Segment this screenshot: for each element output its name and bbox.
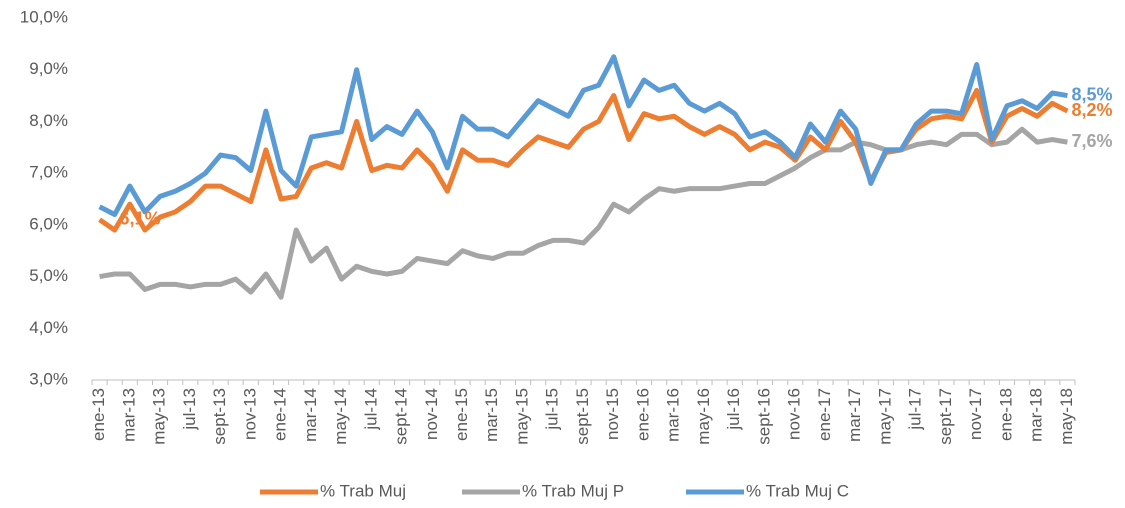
- y-tick-label: 9,0%: [29, 59, 68, 78]
- x-tick-label: sept-15: [573, 388, 592, 445]
- x-tick-label: mar-18: [1027, 388, 1046, 442]
- y-tick-label: 10,0%: [20, 7, 68, 26]
- x-tick-label: ene-14: [271, 388, 290, 441]
- x-tick-label: ene-16: [633, 388, 652, 441]
- x-tick-label: sept-17: [936, 388, 955, 445]
- x-tick-label: jul-13: [180, 388, 199, 431]
- x-tick-label: ene-18: [996, 388, 1015, 441]
- data-label: 8,5%: [1071, 84, 1112, 104]
- x-tick-label: nov-16: [785, 388, 804, 440]
- x-tick-label: may-15: [512, 388, 531, 445]
- series-line: [99, 126, 1068, 300]
- y-tick-label: 7,0%: [29, 163, 68, 182]
- data-label: 8,2%: [1071, 100, 1112, 120]
- legend-label: % Trab Muj C: [746, 481, 849, 500]
- y-tick-label: 8,0%: [29, 111, 68, 130]
- x-tick-label: jul-17: [906, 388, 925, 431]
- x-tick-label: jul-14: [361, 388, 380, 431]
- x-tick-label: ene-15: [452, 388, 471, 441]
- x-tick-label: mar-17: [845, 388, 864, 442]
- x-tick-label: may-18: [1057, 388, 1076, 445]
- x-tick-label: jul-15: [543, 388, 562, 431]
- y-tick-label: 4,0%: [29, 318, 68, 337]
- legend-label: % Trab Muj P: [522, 481, 624, 500]
- x-tick-label: may-17: [875, 388, 894, 445]
- data-label: 7,6%: [1071, 131, 1112, 151]
- data-label: 6,1%: [120, 208, 161, 228]
- x-tick-label: may-14: [331, 388, 350, 445]
- x-tick-label: ene-17: [815, 388, 834, 441]
- series-line: [98, 87, 1069, 233]
- x-tick-label: nov-15: [603, 388, 622, 440]
- x-tick-label: mar-14: [301, 388, 320, 442]
- x-tick-label: sept-16: [754, 388, 773, 445]
- series-line: [98, 54, 1068, 218]
- y-tick-label: 3,0%: [29, 369, 68, 388]
- x-tick-label: sept-14: [392, 388, 411, 445]
- x-tick-label: nov-14: [422, 388, 441, 440]
- x-tick-label: mar-13: [119, 388, 138, 442]
- x-tick-label: mar-15: [482, 388, 501, 442]
- legend-label: % Trab Muj: [320, 481, 406, 500]
- x-tick-label: jul-16: [724, 388, 743, 431]
- x-tick-label: sept-13: [210, 388, 229, 445]
- y-tick-label: 6,0%: [29, 214, 68, 233]
- x-tick-label: nov-13: [240, 388, 259, 440]
- x-tick-label: may-13: [150, 388, 169, 445]
- y-tick-label: 5,0%: [29, 266, 68, 285]
- x-tick-label: ene-13: [89, 388, 108, 441]
- x-tick-label: may-16: [694, 388, 713, 445]
- x-tick-label: nov-17: [966, 388, 985, 440]
- x-tick-label: mar-16: [664, 388, 683, 442]
